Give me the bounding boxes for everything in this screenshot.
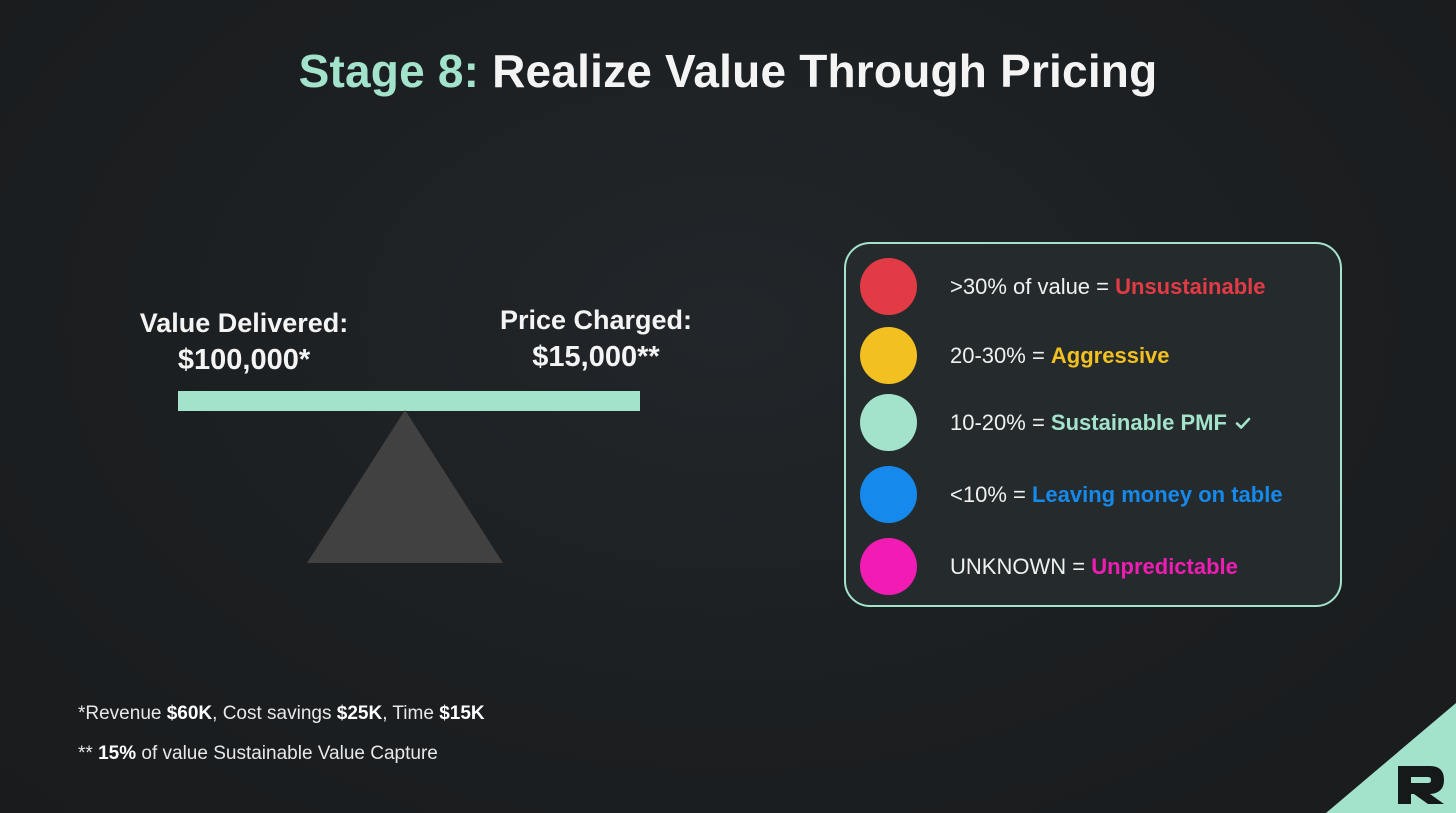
legend-row-unknown: UNKNOWN = Unpredictable xyxy=(860,538,1340,596)
title-stage: Stage 8: xyxy=(298,45,480,97)
seesaw-beam xyxy=(178,391,640,411)
footnote2-prefix: ** xyxy=(78,743,99,764)
footnote1-revenue: $60K xyxy=(166,703,213,724)
value-delivered-amount: $100,000* xyxy=(177,344,311,376)
footnote1-time: $15K xyxy=(439,703,485,724)
footnote1-savings: $25K xyxy=(336,703,383,724)
check-icon xyxy=(1235,417,1251,429)
legend-verdict: Unpredictable xyxy=(1091,554,1238,579)
title-main: Realize Value Through Pricing xyxy=(492,45,1158,97)
price-charged-caption: Price Charged: xyxy=(499,305,693,335)
value-delivered-label: Value Delivered: $100,000* xyxy=(104,305,384,379)
brand-logo-icon xyxy=(1326,703,1456,813)
legend-row-text: <10% = Leaving money on table xyxy=(950,466,1283,524)
footnote1-mid2: , Time xyxy=(382,703,440,724)
blue-dot-icon xyxy=(860,466,917,523)
footnote2-rest: of value Sustainable Value Capture xyxy=(136,743,438,764)
footnote1-mid1: , Cost savings xyxy=(212,703,337,724)
legend-row-text: 10-20% = Sustainable PMF xyxy=(950,394,1251,452)
footnote2-pct: 15% xyxy=(98,743,137,764)
price-charged-amount: $15,000** xyxy=(532,341,660,373)
legend-verdict: Sustainable PMF xyxy=(1050,410,1227,435)
seesaw-fulcrum xyxy=(307,410,503,563)
legend-range: 10-20% = xyxy=(950,410,1051,435)
legend-row-text: 20-30% = Aggressive xyxy=(950,327,1170,385)
pricing-legend-panel: >30% of value = Unsustainable 20-30% = A… xyxy=(844,242,1342,607)
legend-range: >30% of value = xyxy=(950,274,1116,299)
page-title: Stage 8: Realize Value Through Pricing xyxy=(0,44,1456,98)
price-charged-label: Price Charged: $15,000** xyxy=(456,302,736,376)
legend-row-text: UNKNOWN = Unpredictable xyxy=(950,538,1238,596)
legend-row-leaving-money: <10% = Leaving money on table xyxy=(860,466,1340,524)
footnote-value-capture: ** 15% of value Sustainable Value Captur… xyxy=(78,743,438,765)
magenta-dot-icon xyxy=(860,538,917,595)
yellow-dot-icon xyxy=(860,327,917,384)
value-delivered-caption: Value Delivered: xyxy=(139,308,349,338)
legend-row-aggressive: 20-30% = Aggressive xyxy=(860,327,1340,385)
legend-verdict: Leaving money on table xyxy=(1031,482,1283,507)
footnote1-prefix: *Revenue xyxy=(78,703,167,724)
legend-verdict: Aggressive xyxy=(1050,343,1170,368)
red-dot-icon xyxy=(860,258,917,315)
legend-range: 20-30% = xyxy=(950,343,1051,368)
legend-range: UNKNOWN = xyxy=(950,554,1092,579)
footnote-value-breakdown: *Revenue $60K, Cost savings $25K, Time $… xyxy=(78,703,485,725)
legend-range: <10% = xyxy=(950,482,1032,507)
legend-verdict: Unsustainable xyxy=(1115,274,1266,299)
mint-dot-icon xyxy=(860,394,917,451)
legend-row-sustainable: 10-20% = Sustainable PMF xyxy=(860,394,1340,452)
legend-row-unsustainable: >30% of value = Unsustainable xyxy=(860,258,1340,316)
legend-row-text: >30% of value = Unsustainable xyxy=(950,258,1266,316)
